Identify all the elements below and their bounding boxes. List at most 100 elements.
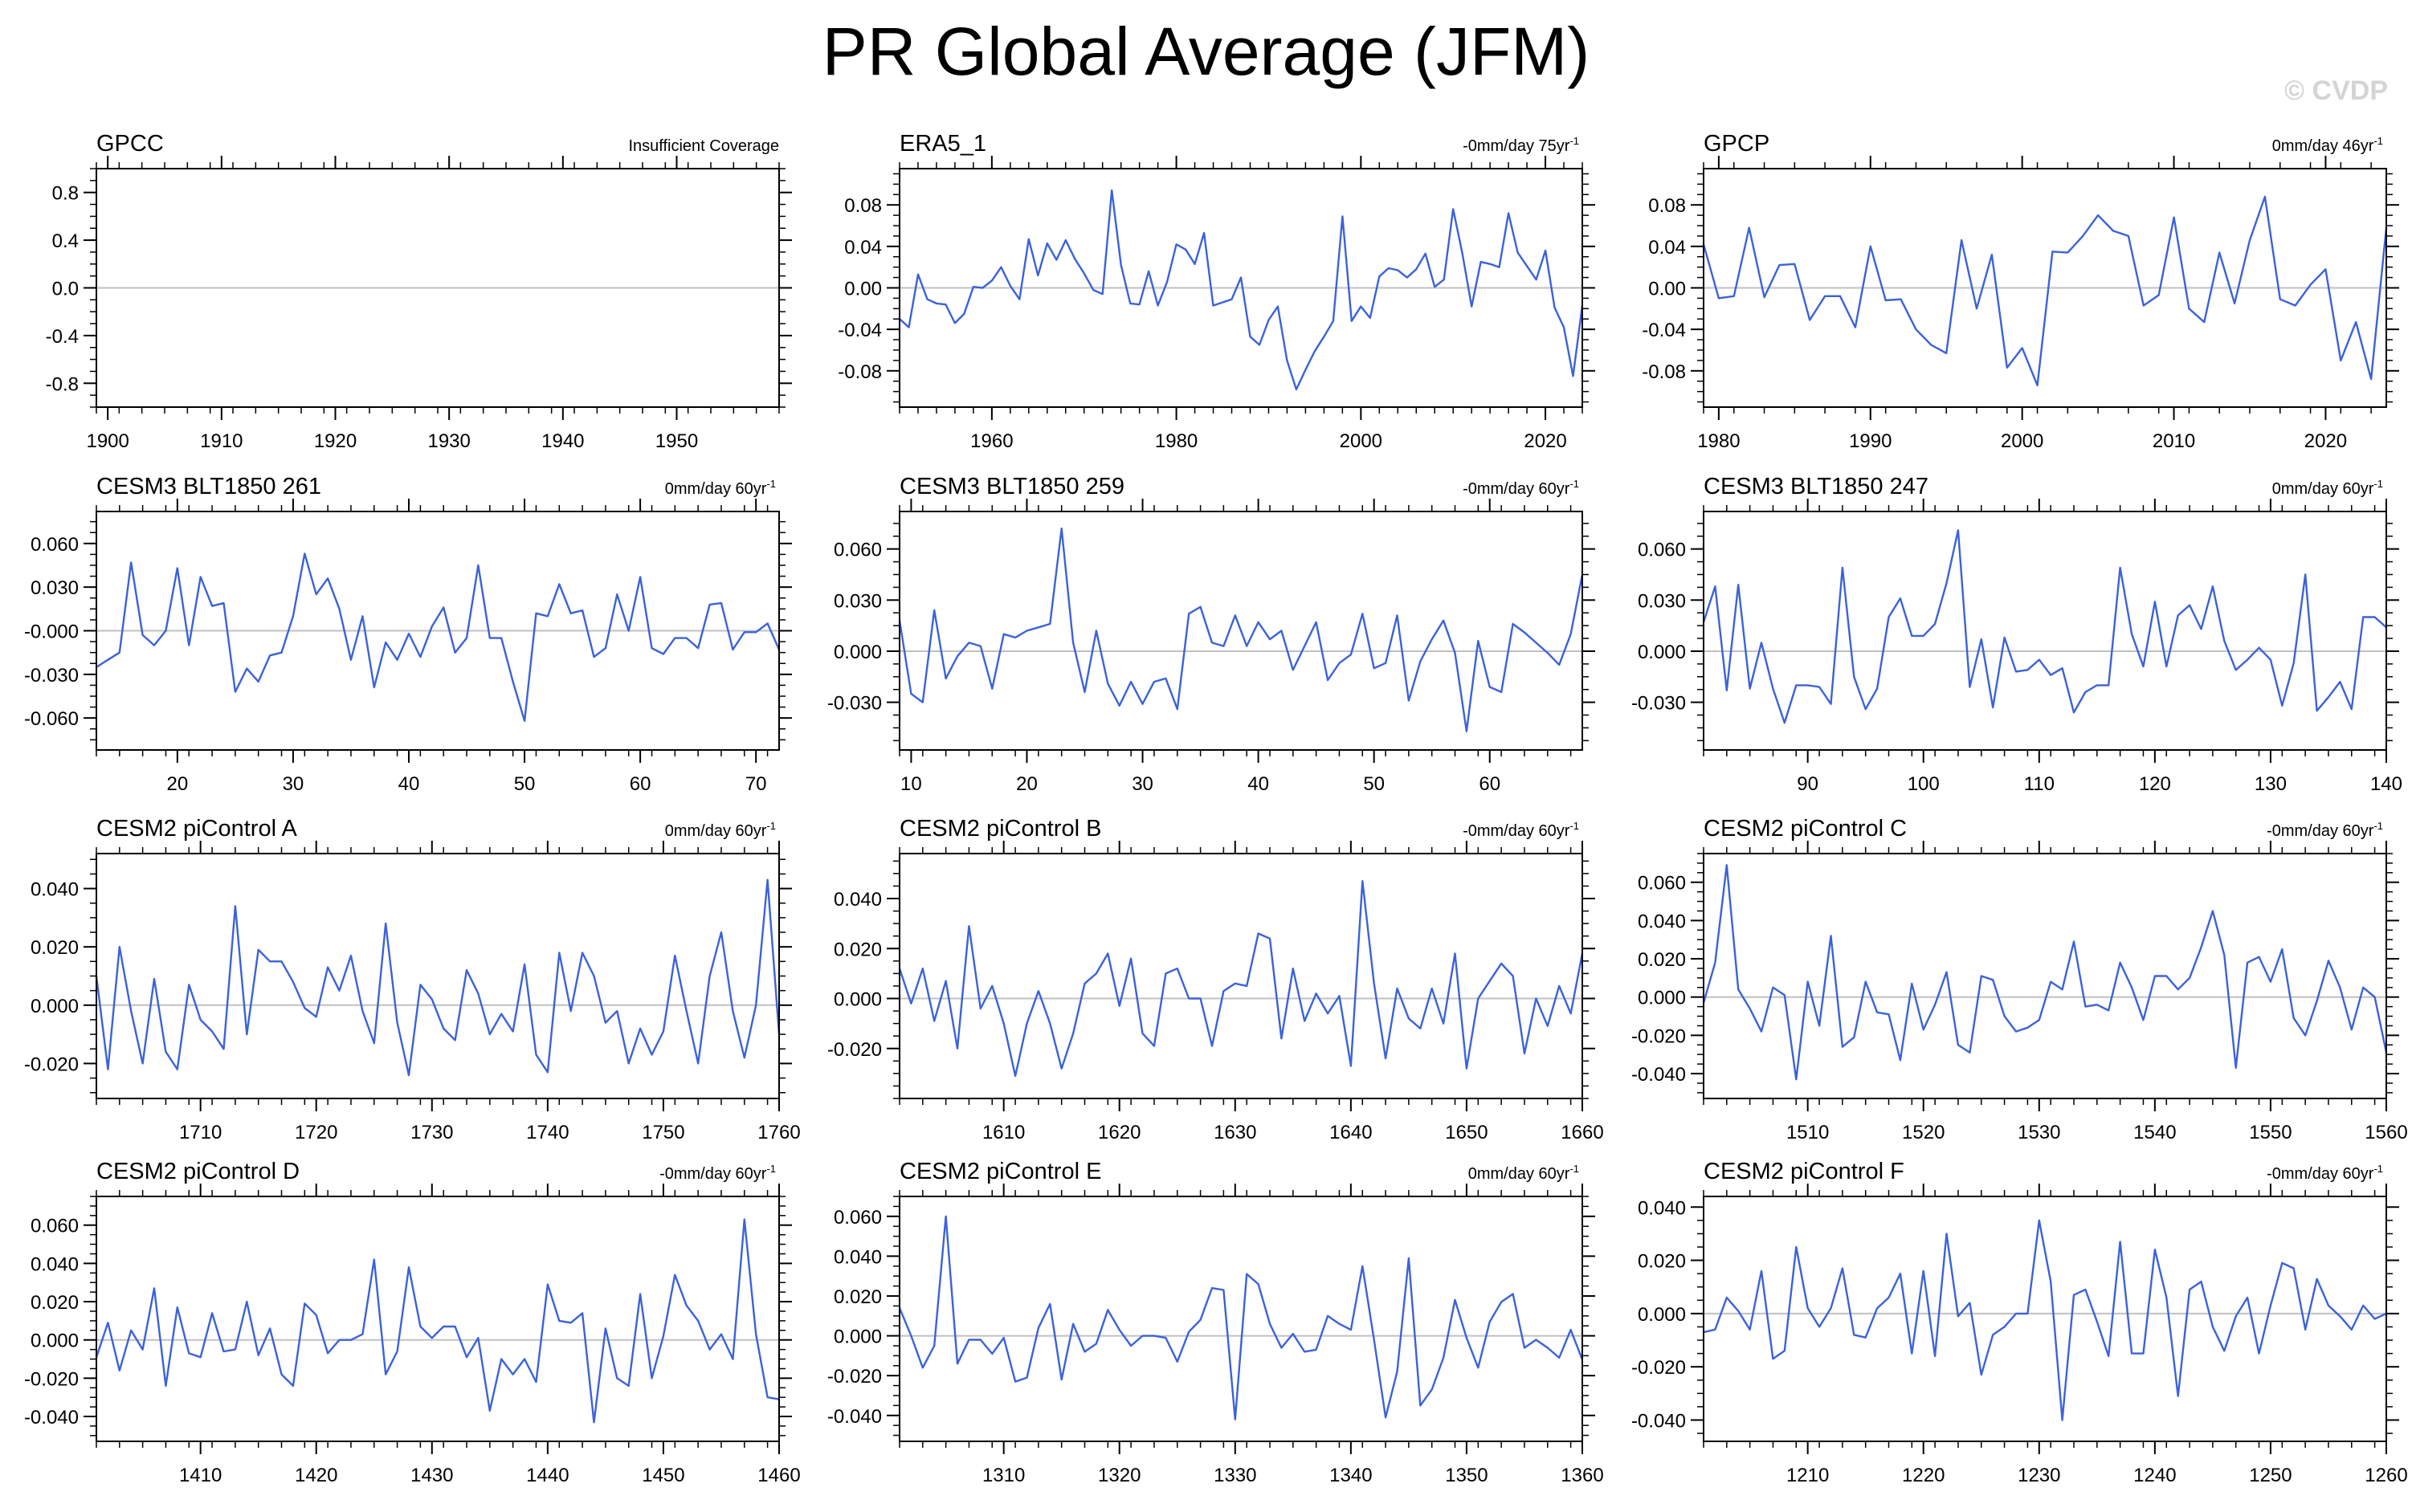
y-tick-label: 0.08 — [1648, 195, 1686, 217]
y-tick-label: -0.020 — [24, 1368, 79, 1390]
panel-title: CESM2 piControl E — [900, 1159, 1101, 1184]
y-tick-label: -0.020 — [827, 1039, 882, 1061]
y-tick-label: -0.040 — [24, 1407, 79, 1428]
panel-annotation: -0mm/day 60yr-1 — [659, 1163, 776, 1183]
data-series-line — [95, 1218, 780, 1424]
plot-frame — [1703, 853, 2387, 1099]
annotation-superscript: -1 — [2373, 478, 2383, 490]
x-tick-label: 110 — [2024, 773, 2055, 795]
y-tick-label: 0.030 — [31, 577, 79, 599]
x-tick-label: 10 — [900, 773, 922, 795]
y-tick-label: 0.040 — [1638, 911, 1686, 932]
y-tick-label: 0.060 — [834, 540, 882, 561]
y-tick-label: 0.8 — [52, 183, 79, 205]
y-tick-label: 0.000 — [1638, 988, 1686, 1009]
x-tick-label: 2020 — [2304, 430, 2347, 452]
x-tick-label: 2020 — [1524, 430, 1566, 452]
y-tick-label: 0.020 — [31, 1292, 79, 1314]
panel-era5-1: 1960 1980 2000 2020 0.08 0.04 0.00 -0.04 -0.08 ER… — [838, 131, 1595, 452]
data-series-line — [898, 528, 1584, 732]
y-tick-label: 0.020 — [1638, 949, 1686, 971]
panel-cesm2-picontrol-b: 1610 1620 1630 1640 1650 1660 0.040 0.020 0.000 -… — [827, 816, 1604, 1143]
x-tick-label: 100 — [1908, 773, 1940, 795]
y-tick-label: 0.020 — [834, 939, 882, 960]
panel-title: ERA5_1 — [900, 131, 986, 157]
plot-frame — [96, 853, 780, 1099]
x-tick-label: 20 — [1016, 773, 1038, 795]
y-tick-label: -0.04 — [838, 320, 882, 341]
panel-annotation: Insufficient Coverage — [628, 137, 779, 155]
x-tick-label: 1550 — [2249, 1122, 2292, 1143]
annotation-superscript: -1 — [1569, 1163, 1579, 1175]
panel-annotation: -0mm/day 75yr-1 — [1463, 135, 1579, 155]
x-tick-label: 1740 — [526, 1122, 569, 1143]
y-tick-label: 0.000 — [834, 989, 882, 1011]
x-tick-label: 40 — [1247, 773, 1269, 795]
y-tick-label: 0.060 — [31, 1216, 79, 1237]
x-tick-label: 120 — [2139, 773, 2171, 795]
x-tick-label: 1980 — [1155, 430, 1198, 452]
data-series-line — [1703, 1219, 2387, 1421]
plot-frame — [96, 1196, 780, 1442]
x-tick-label: 1410 — [179, 1465, 222, 1486]
data-series-line — [96, 552, 781, 722]
x-tick-label: 140 — [2370, 773, 2402, 795]
y-tick-label: 0.060 — [834, 1207, 882, 1229]
annotation-superscript: -1 — [766, 820, 776, 832]
annotation-superscript: -1 — [2373, 1163, 2383, 1175]
y-tick-label: 0.020 — [834, 1286, 882, 1308]
x-tick-label: 1350 — [1445, 1465, 1488, 1486]
x-tick-label: 50 — [1363, 773, 1385, 795]
y-tick-label: -0.8 — [46, 373, 79, 395]
panel-annotation: 0mm/day 60yr-1 — [665, 820, 776, 840]
x-tick-label: 1950 — [655, 430, 698, 452]
panel-title: CESM3 BLT1850 259 — [900, 474, 1124, 499]
x-tick-label: 1510 — [1786, 1122, 1829, 1143]
y-tick-label: 0.00 — [844, 279, 882, 300]
x-tick-label: 1250 — [2249, 1465, 2292, 1486]
plot-frame — [1703, 1196, 2387, 1442]
y-tick-label: 0.08 — [844, 195, 882, 217]
y-tick-label: -0.060 — [24, 708, 79, 730]
panel-title: CESM2 piControl B — [900, 816, 1101, 842]
y-tick-label: 0.040 — [834, 889, 882, 911]
x-tick-label: 1750 — [642, 1122, 684, 1143]
y-tick-label: 0.020 — [1638, 1251, 1686, 1273]
panel-annotation: -0mm/day 60yr-1 — [2267, 1163, 2383, 1183]
panel-title: GPCC — [96, 131, 164, 157]
y-tick-label: 0.0 — [52, 279, 79, 300]
annotation-superscript: -1 — [766, 1163, 776, 1175]
x-tick-label: 1340 — [1329, 1465, 1372, 1486]
x-tick-label: 1360 — [1561, 1465, 1603, 1486]
y-tick-label: -0.04 — [1642, 320, 1686, 341]
x-tick-label: 40 — [398, 773, 420, 795]
panel-cesm3-blt1850-259: 10 20 30 40 50 60 0.060 0.030 0.000 -0.030 CESM3 B… — [827, 474, 1595, 795]
x-tick-label: 1540 — [2133, 1122, 2176, 1143]
x-tick-label: 1930 — [427, 430, 470, 452]
y-tick-label: -0.040 — [1631, 1064, 1686, 1086]
x-tick-label: 1220 — [1902, 1465, 1945, 1486]
data-series-line — [898, 1215, 1584, 1420]
x-tick-label: 90 — [1797, 773, 1818, 795]
y-tick-label: -0.08 — [838, 361, 882, 383]
y-tick-label: -0.020 — [1631, 1357, 1686, 1379]
x-tick-label: 1710 — [179, 1122, 222, 1143]
x-tick-label: 2000 — [2001, 430, 2043, 452]
data-series-line — [1702, 864, 2388, 1081]
x-tick-label: 1990 — [1849, 430, 1892, 452]
x-tick-label: 1520 — [1902, 1122, 1945, 1143]
x-tick-label: 60 — [1479, 773, 1500, 795]
y-tick-label: -0.4 — [46, 326, 79, 348]
x-tick-label: 1460 — [757, 1465, 800, 1486]
panel-title: CESM3 BLT1850 261 — [96, 474, 321, 499]
x-tick-label: 30 — [283, 773, 304, 795]
panel-gpcp: 1980 1990 2000 2010 2020 0.08 0.04 0.00 -0.04 -0.… — [1642, 131, 2399, 452]
x-tick-label: 1960 — [970, 430, 1013, 452]
data-series-line — [899, 189, 1584, 391]
y-tick-label: 0.020 — [31, 937, 79, 959]
plot-frame — [1703, 511, 2387, 751]
y-tick-label: 0.000 — [31, 996, 79, 1017]
y-tick-label: 0.040 — [1638, 1197, 1686, 1219]
x-tick-label: 1610 — [982, 1122, 1025, 1143]
